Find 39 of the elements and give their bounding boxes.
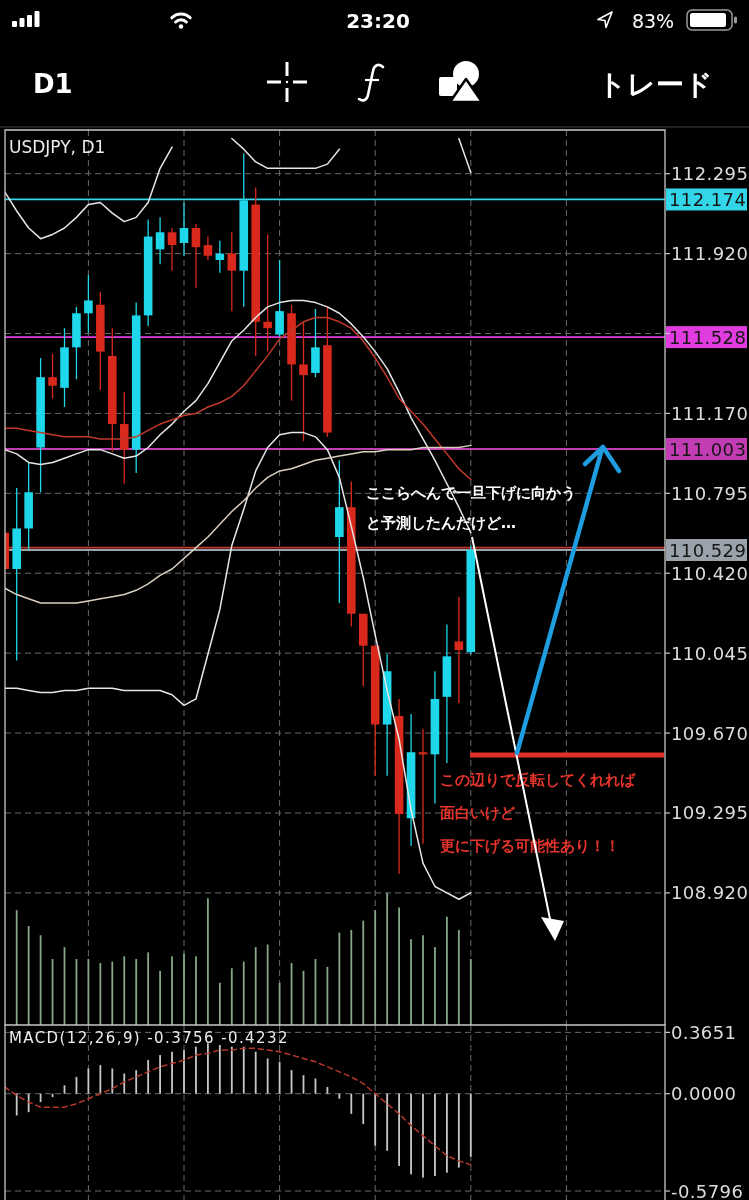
candlestick [227, 231, 237, 312]
line-series [5, 316, 472, 481]
y-tick-label: 109.670 [671, 722, 749, 744]
text: トレード [598, 67, 713, 101]
candlestick [275, 259, 284, 338]
y-tick-label: 109.295 [671, 802, 749, 824]
text: D1 [33, 69, 73, 99]
annotation: 面白いけど [439, 804, 516, 822]
candlestick [454, 596, 464, 704]
ref-line-label: 111.528 [669, 327, 747, 349]
ref-line-label: 110.529 [669, 540, 747, 562]
y-tick-label: 111.170 [671, 402, 749, 424]
line-series [5, 1047, 472, 1166]
candlestick [84, 274, 93, 334]
y-tick-label: 112.295 [671, 163, 749, 185]
text: 23:20 [346, 9, 410, 33]
y-tick-label: 108.920 [671, 882, 749, 904]
text: 83% [631, 10, 675, 32]
y-tick-label: 110.795 [671, 482, 749, 504]
y-tick-label: 0.0000 [671, 1083, 737, 1105]
candlestick [263, 233, 272, 353]
chart-title: USDJPY, D1 [9, 137, 106, 157]
y-tick-label: 0.3651 [671, 1021, 737, 1043]
candlestick [155, 216, 165, 265]
candlestick [167, 227, 177, 272]
ref-line-label: 112.174 [669, 189, 747, 211]
chart-title: MACD(12,26,9) -0.3756 -0.4232 [9, 1029, 289, 1047]
candlestick [203, 235, 213, 261]
candlestick [48, 353, 57, 400]
y-tick-label: -0.5796 [671, 1180, 744, 1200]
y-tick-label: 111.920 [671, 243, 749, 265]
y-tick-label: 110.045 [671, 642, 749, 664]
y-tick-label: 110.420 [671, 562, 749, 584]
candlestick [179, 201, 189, 257]
ref-line-label: 111.003 [669, 439, 747, 460]
line-series [5, 299, 472, 534]
line-series [5, 444, 472, 604]
candlestick [299, 321, 308, 442]
candlestick [191, 223, 201, 289]
